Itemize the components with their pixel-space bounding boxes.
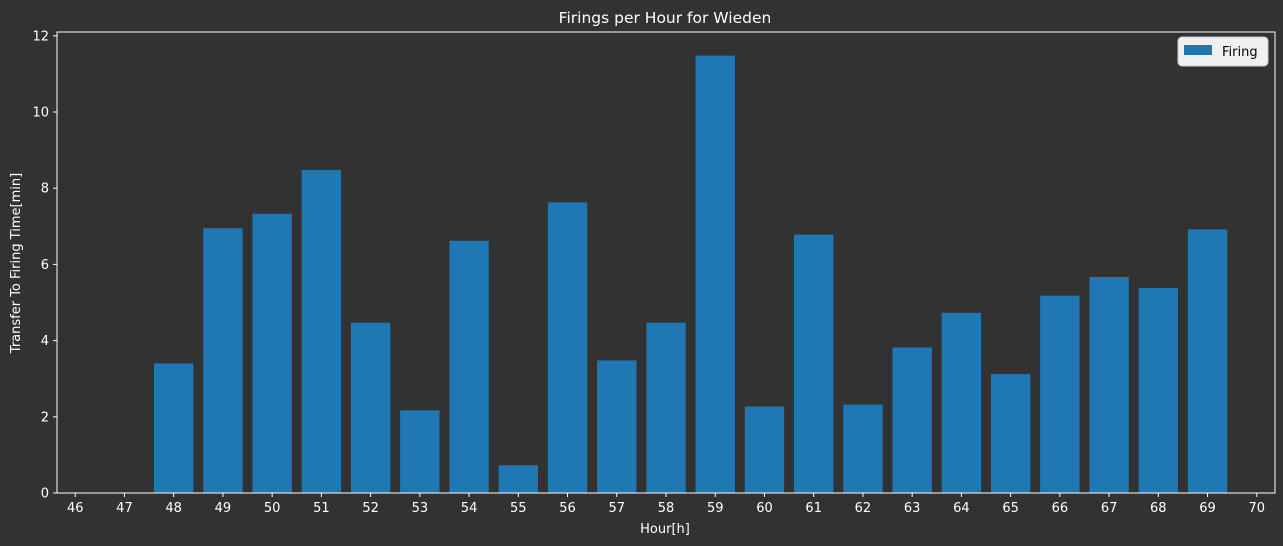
x-tick-label-68: 68 [1150, 501, 1167, 516]
bar-hour-68 [1138, 288, 1179, 493]
y-tick-label-2: 2 [41, 410, 49, 425]
x-tick-label-57: 57 [608, 501, 625, 516]
y-tick-label-10: 10 [32, 106, 49, 121]
bar-hour-58 [646, 322, 686, 493]
bar-hour-57 [597, 360, 637, 493]
x-tick-label-48: 48 [165, 501, 182, 516]
x-tick-label-50: 50 [264, 501, 281, 516]
legend-label: Firing [1222, 45, 1258, 60]
x-tick-label-64: 64 [953, 501, 970, 516]
legend-box [1177, 36, 1269, 67]
bar-hour-49 [203, 228, 243, 493]
x-tick-label-55: 55 [510, 501, 527, 516]
axes-group: 46 47 48 49 50 51 52 53 54 55 56 57 58 59 60 61 62 63 64 65… [32, 29, 1276, 516]
x-tick-label-60: 60 [756, 501, 773, 516]
legend-swatch [1184, 45, 1212, 55]
x-tick-label-63: 63 [904, 501, 921, 516]
x-tick-label-70: 70 [1249, 501, 1266, 516]
x-tick-label-67: 67 [1101, 501, 1118, 516]
x-tick-label-62: 62 [855, 501, 872, 516]
y-tick-label-8: 8 [41, 182, 49, 197]
bar-hour-64 [941, 312, 982, 493]
legend: Firing [1177, 36, 1269, 67]
bar-hour-67 [1089, 276, 1129, 493]
bar-hour-54 [449, 240, 489, 493]
x-tick-label-56: 56 [559, 501, 576, 516]
x-axis-label: Hour[h] [640, 522, 690, 537]
bar-hour-65 [990, 374, 1031, 493]
bar-hour-69 [1187, 229, 1228, 494]
bar-hour-51 [301, 169, 342, 493]
y-axis-label: Transfer To Firing Time[min] [9, 173, 24, 354]
bar-hour-62 [843, 404, 883, 493]
x-tick-label-66: 66 [1052, 501, 1069, 516]
x-tick-label-65: 65 [1002, 501, 1019, 516]
y-tick-label-4: 4 [41, 334, 49, 349]
bar-hour-63 [892, 347, 932, 493]
x-tick-label-49: 49 [215, 501, 232, 516]
x-tick-label-58: 58 [658, 501, 675, 516]
x-tick-label-46: 46 [67, 501, 84, 516]
x-tick-label-59: 59 [707, 501, 724, 516]
bar-hour-66 [1040, 295, 1080, 493]
bar-hour-60 [744, 406, 785, 493]
x-tick-label-51: 51 [313, 501, 330, 516]
x-tick-label-54: 54 [461, 501, 478, 516]
y-tick-label-6: 6 [41, 258, 49, 273]
x-tick-label-52: 52 [362, 501, 379, 516]
bar-hour-61 [794, 234, 834, 493]
bar-hour-55 [498, 465, 538, 493]
y-tick-label-0: 0 [41, 487, 49, 502]
bar-hour-52 [350, 322, 391, 493]
bar-hour-53 [400, 410, 440, 493]
bar-hour-50 [252, 213, 292, 493]
bars-group [153, 55, 1228, 494]
y-tick-label-12: 12 [32, 29, 49, 44]
bar-hour-48 [153, 363, 194, 493]
x-tick-label-69: 69 [1199, 501, 1216, 516]
x-tick-label-47: 47 [116, 501, 133, 516]
bar-hour-59 [695, 55, 735, 493]
chart-title: Firings per Hour for Wieden [559, 9, 772, 27]
bar-hour-56 [547, 202, 588, 494]
x-tick-label-53: 53 [412, 501, 429, 516]
x-tick-label-61: 61 [805, 501, 822, 516]
